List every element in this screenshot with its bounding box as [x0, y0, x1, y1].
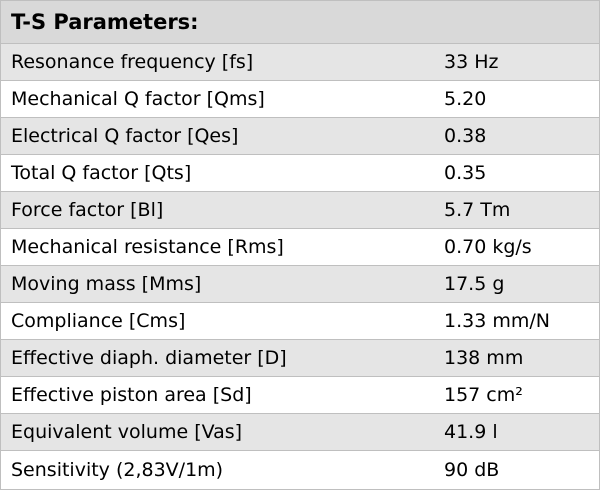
row-label: Resonance frequency [fs] — [11, 51, 254, 73]
row-label: Sensitivity (2,83V/1m) — [11, 458, 224, 481]
row-value: 41.9 l — [444, 421, 498, 443]
table-row: Effective piston area [Sd] 157 cm² — [1, 377, 599, 414]
table-row: Compliance [Cms] 1.33 mm/N — [1, 303, 599, 340]
row-value: 5.7 Tm — [444, 199, 511, 221]
table-row: Effective diaph. diameter [D] 138 mm — [1, 340, 599, 377]
row-value: 90 dB — [444, 458, 500, 481]
row-label: Mechanical Q factor [Qms] — [11, 88, 265, 110]
table-row: Sensitivity (2,83V/1m) 90 dB — [1, 451, 599, 488]
row-label: Mechanical resistance [Rms] — [11, 236, 284, 258]
table-row: Force factor [Bl] 5.7 Tm — [1, 192, 599, 229]
row-value: 5.20 — [444, 88, 487, 110]
row-label: Compliance [Cms] — [11, 310, 186, 332]
table-row: Mechanical Q factor [Qms] 5.20 — [1, 81, 599, 118]
table-row: Resonance frequency [fs] 33 Hz — [1, 44, 599, 81]
row-label: Effective piston area [Sd] — [11, 384, 252, 406]
table-body: Resonance frequency [fs] 33 Hz Mechanica… — [1, 44, 599, 488]
table-row: Equivalent volume [Vas] 41.9 l — [1, 414, 599, 451]
table-row: Total Q factor [Qts] 0.35 — [1, 155, 599, 192]
row-value: 17.5 g — [444, 273, 505, 295]
row-label: Force factor [Bl] — [11, 199, 164, 221]
table-row: Electrical Q factor [Qes] 0.38 — [1, 118, 599, 155]
row-label: Electrical Q factor [Qes] — [11, 125, 239, 147]
row-label: Moving mass [Mms] — [11, 273, 202, 295]
row-value: 138 mm — [444, 347, 524, 369]
table-header: T-S Parameters: — [1, 1, 599, 44]
row-value: 1.33 mm/N — [444, 310, 550, 332]
row-value: 0.35 — [444, 162, 487, 184]
row-value: 157 cm² — [444, 384, 523, 406]
row-label: Equivalent volume [Vas] — [11, 421, 243, 443]
row-label: Effective diaph. diameter [D] — [11, 347, 287, 369]
row-value: 0.70 kg/s — [444, 236, 532, 258]
row-value: 33 Hz — [444, 51, 499, 73]
row-label: Total Q factor [Qts] — [11, 162, 192, 184]
table-row: Moving mass [Mms] 17.5 g — [1, 266, 599, 303]
table-row: Mechanical resistance [Rms] 0.70 kg/s — [1, 229, 599, 266]
table-title: T-S Parameters: — [11, 10, 199, 34]
row-value: 0.38 — [444, 125, 487, 147]
